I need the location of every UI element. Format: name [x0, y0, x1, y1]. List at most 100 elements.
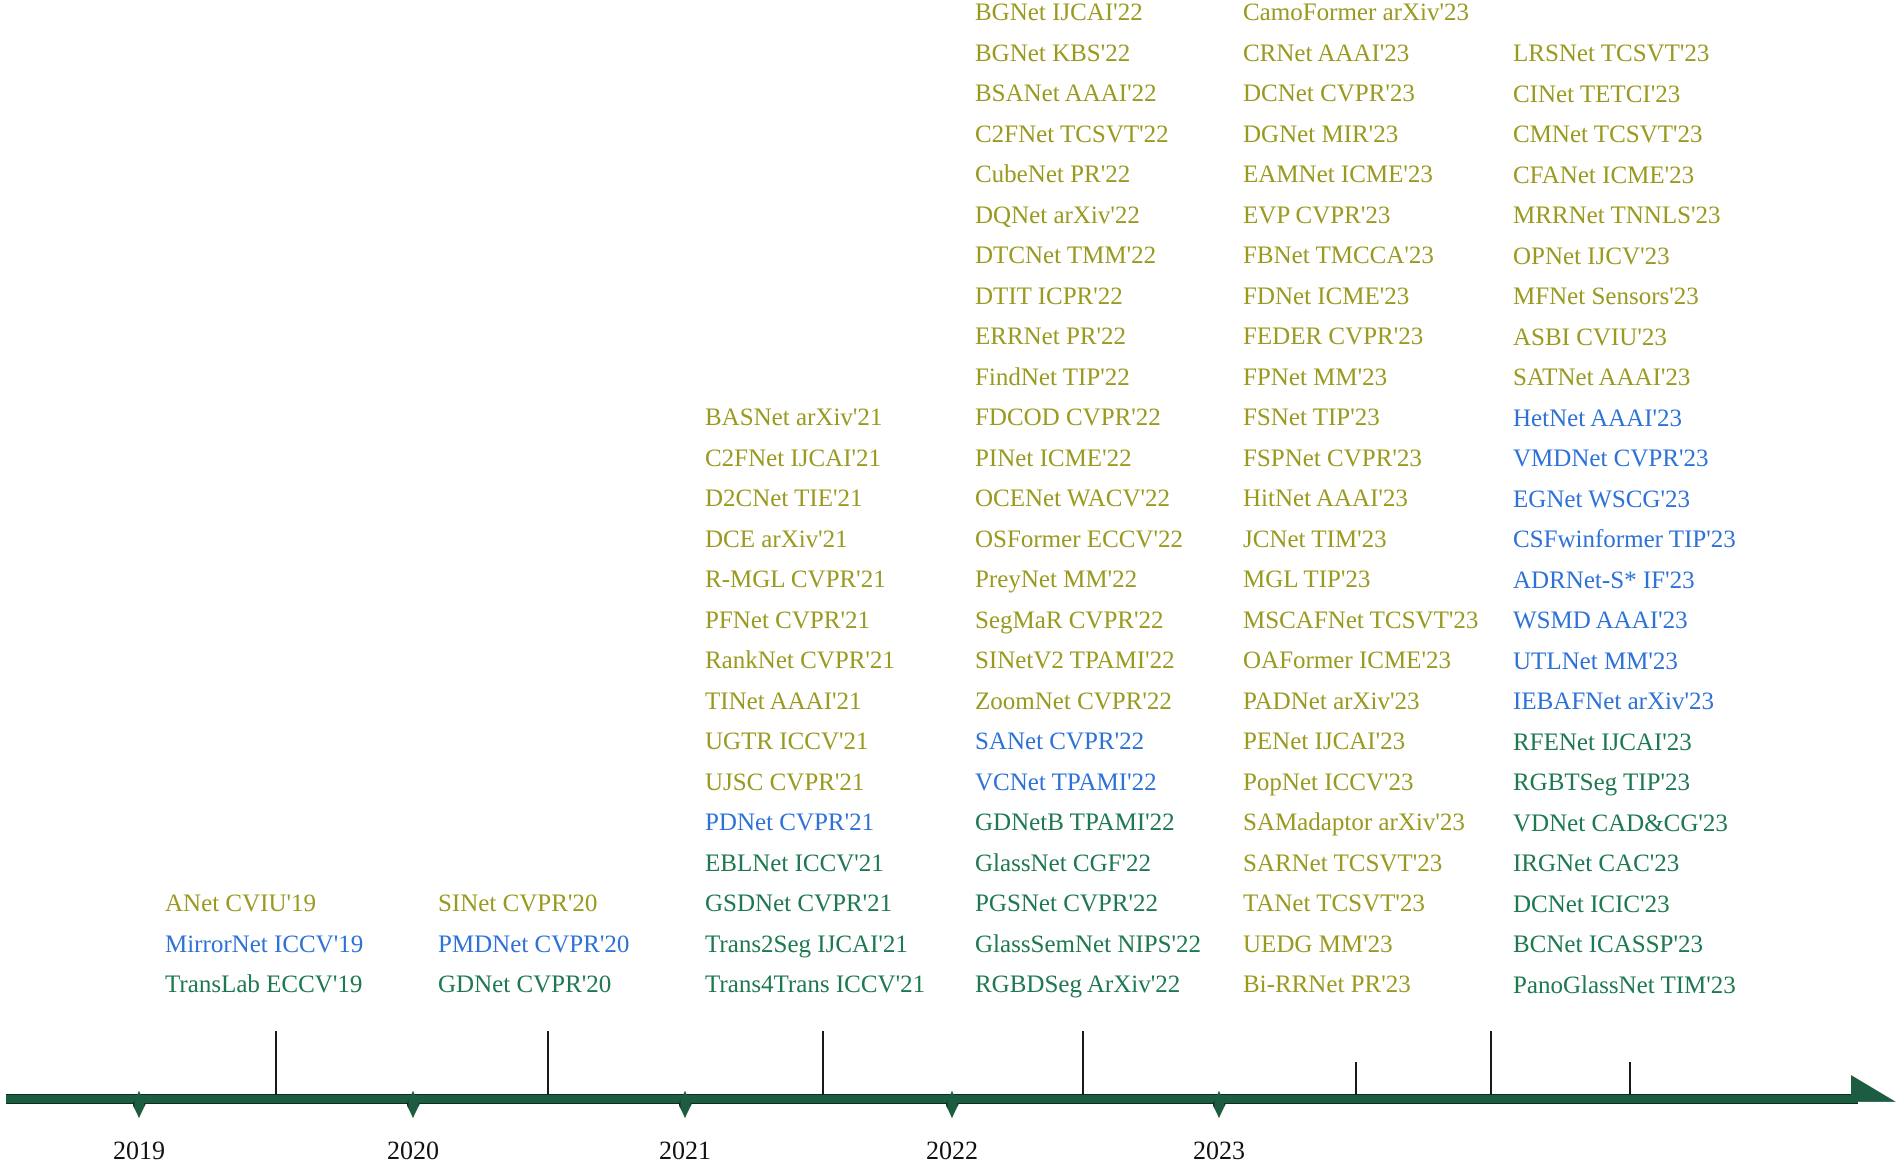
- paper-label: PMDNet CVPR'20: [438, 930, 630, 958]
- paper-label: Trans4Trans ICCV'21: [705, 971, 926, 998]
- paper-label: PINet ICME'22: [975, 444, 1132, 472]
- paper-label: OCENet WACV'22: [975, 485, 1171, 512]
- paper-label: FDCOD CVPR'22: [975, 404, 1161, 431]
- paper-label: PENet IJCAI'23: [1243, 728, 1406, 755]
- paper-label: ADRNet-S* IF'23: [1513, 566, 1695, 594]
- year-column-2021: BASNet arXiv'21 C2FNet IJCAI'21 D2CNet TIE…: [705, 398, 925, 1006]
- paper-label: WSMD AAAI'23: [1513, 607, 1688, 634]
- year-marker-icon: [406, 1091, 420, 1118]
- year-column-2020: SINet CVPR'20 PMDNet CVPR'20 GDNet CVPR'20: [438, 884, 629, 1006]
- paper-label: PDNet CVPR'21: [705, 809, 875, 836]
- paper-label: EAMNet ICME'23: [1243, 161, 1433, 188]
- paper-label: DTIT ICPR'22: [975, 282, 1123, 310]
- paper-label: IEBAFNet arXiv'23: [1513, 688, 1715, 715]
- paper-label: FDNet ICME'23: [1243, 282, 1410, 310]
- timeline-tick: [1355, 1062, 1357, 1095]
- paper-label: MirrorNet ICCV'19: [165, 930, 364, 958]
- timeline-tick: [1082, 1031, 1084, 1095]
- paper-label: PADNet arXiv'23: [1243, 687, 1420, 715]
- paper-label: DQNet arXiv'22: [975, 201, 1140, 229]
- paper-label: FPNet MM'23: [1243, 363, 1388, 391]
- paper-label: CFANet ICME'23: [1513, 161, 1695, 189]
- paper-label: PreyNet MM'22: [975, 566, 1138, 593]
- paper-label: CubeNet PR'22: [975, 161, 1131, 188]
- timeline-tick: [822, 1031, 824, 1095]
- paper-label: RankNet CVPR'21: [705, 647, 895, 674]
- paper-label: MGL TIP'23: [1243, 566, 1371, 593]
- year-column-2019: ANet CVIU'19 MirrorNet ICCV'19 TransLab EC…: [165, 884, 363, 1006]
- paper-label: VCNet TPAMI'22: [975, 768, 1157, 796]
- paper-label: VDNet CAD&CG'23: [1513, 809, 1728, 837]
- paper-label: SANet CVPR'22: [975, 728, 1145, 755]
- paper-label: DGNet MIR'23: [1243, 120, 1399, 148]
- paper-label: RFENet IJCAI'23: [1513, 728, 1692, 756]
- paper-label: CINet TETCI'23: [1513, 80, 1681, 108]
- paper-label: ERRNet PR'22: [975, 323, 1127, 350]
- paper-label: CRNet AAAI'23: [1243, 39, 1410, 67]
- paper-label: PFNet CVPR'21: [705, 606, 870, 634]
- paper-label: OSFormer ECCV'22: [975, 525, 1183, 553]
- paper-label: ASBI CVIU'23: [1513, 323, 1667, 351]
- paper-label: TransLab ECCV'19: [165, 971, 363, 998]
- paper-label: GlassNet CGF'22: [975, 849, 1152, 877]
- year-column-2023-right: LRSNet TCSVT'23 CINet TETCI'23 CMNet TCSVT…: [1513, 34, 1736, 1006]
- paper-label: MSCAFNet TCSVT'23: [1243, 606, 1479, 634]
- paper-label: OPNet IJCV'23: [1513, 242, 1670, 270]
- year-marker-icon: [132, 1091, 146, 1118]
- paper-label: BGNet KBS'22: [975, 39, 1131, 67]
- paper-label: MFNet Sensors'23: [1513, 283, 1699, 310]
- paper-label: OAFormer ICME'23: [1243, 647, 1451, 674]
- paper-label: UEDG MM'23: [1243, 930, 1393, 958]
- timeline-tick: [1629, 1062, 1631, 1095]
- paper-label: SINetV2 TPAMI'22: [975, 647, 1175, 674]
- paper-label: SARNet TCSVT'23: [1243, 849, 1443, 877]
- paper-label: GlassSemNet NIPS'22: [975, 930, 1202, 958]
- paper-label: ZoomNet CVPR'22: [975, 687, 1172, 715]
- paper-label: EBLNet ICCV'21: [705, 849, 884, 877]
- timeline-tick: [1490, 1031, 1492, 1095]
- timeline-tick: [547, 1031, 549, 1095]
- paper-label: D2CNet TIE'21: [705, 485, 863, 512]
- paper-label: Trans2Seg IJCAI'21: [705, 930, 908, 958]
- paper-label: SINet CVPR'20: [438, 890, 598, 917]
- timeline-tick: [275, 1031, 277, 1095]
- year-column-2022: BGNet IJCAI'22 BGNet KBS'22 BSANet AAAI'22…: [975, 0, 1201, 1006]
- paper-label: IRGNet CAC'23: [1513, 850, 1680, 877]
- paper-label: EGNet WSCG'23: [1513, 485, 1690, 513]
- paper-label: BCNet ICASSP'23: [1513, 931, 1703, 958]
- year-label: 2023: [1193, 1136, 1245, 1165]
- paper-label: C2FNet TCSVT'22: [975, 120, 1169, 148]
- paper-label: GDNet CVPR'20: [438, 971, 612, 998]
- paper-label: FBNet TMCCA'23: [1243, 242, 1434, 269]
- year-label: 2021: [659, 1136, 711, 1165]
- paper-label: EVP CVPR'23: [1243, 201, 1391, 229]
- paper-label: DTCNet TMM'22: [975, 242, 1157, 269]
- paper-label: FSPNet CVPR'23: [1243, 444, 1422, 472]
- paper-label: DCNet ICIC'23: [1513, 890, 1670, 918]
- paper-label: FEDER CVPR'23: [1243, 323, 1424, 350]
- paper-label: LRSNet TCSVT'23: [1513, 40, 1710, 67]
- paper-label: MRRNet TNNLS'23: [1513, 202, 1721, 229]
- year-marker-icon: [1212, 1091, 1226, 1118]
- paper-label: UGTR ICCV'21: [705, 728, 869, 755]
- paper-label: CamoFormer arXiv'23: [1243, 0, 1469, 26]
- paper-label: HitNet AAAI'23: [1243, 485, 1408, 512]
- paper-label: JCNet TIM'23: [1243, 525, 1387, 553]
- paper-label: ANet CVIU'19: [165, 890, 317, 917]
- paper-label: VMDNet CVPR'23: [1513, 445, 1709, 472]
- year-marker-icon: [678, 1091, 692, 1118]
- paper-label: PanoGlassNet TIM'23: [1513, 971, 1736, 999]
- paper-label: TINet AAAI'21: [705, 687, 862, 715]
- paper-label: RGBTSeg TIP'23: [1513, 769, 1690, 796]
- paper-label: DCE arXiv'21: [705, 525, 848, 553]
- paper-label: DCNet CVPR'23: [1243, 80, 1415, 107]
- paper-label: GDNetB TPAMI'22: [975, 809, 1175, 836]
- paper-label: C2FNet IJCAI'21: [705, 444, 882, 472]
- paper-label: PopNet ICCV'23: [1243, 768, 1414, 796]
- timeline-axis: [6, 1094, 1858, 1104]
- timeline-arrowhead-icon: [1851, 1075, 1896, 1102]
- paper-label: RGBDSeg ArXiv'22: [975, 971, 1181, 998]
- paper-label: UTLNet MM'23: [1513, 647, 1678, 675]
- paper-label: GSDNet CVPR'21: [705, 890, 893, 917]
